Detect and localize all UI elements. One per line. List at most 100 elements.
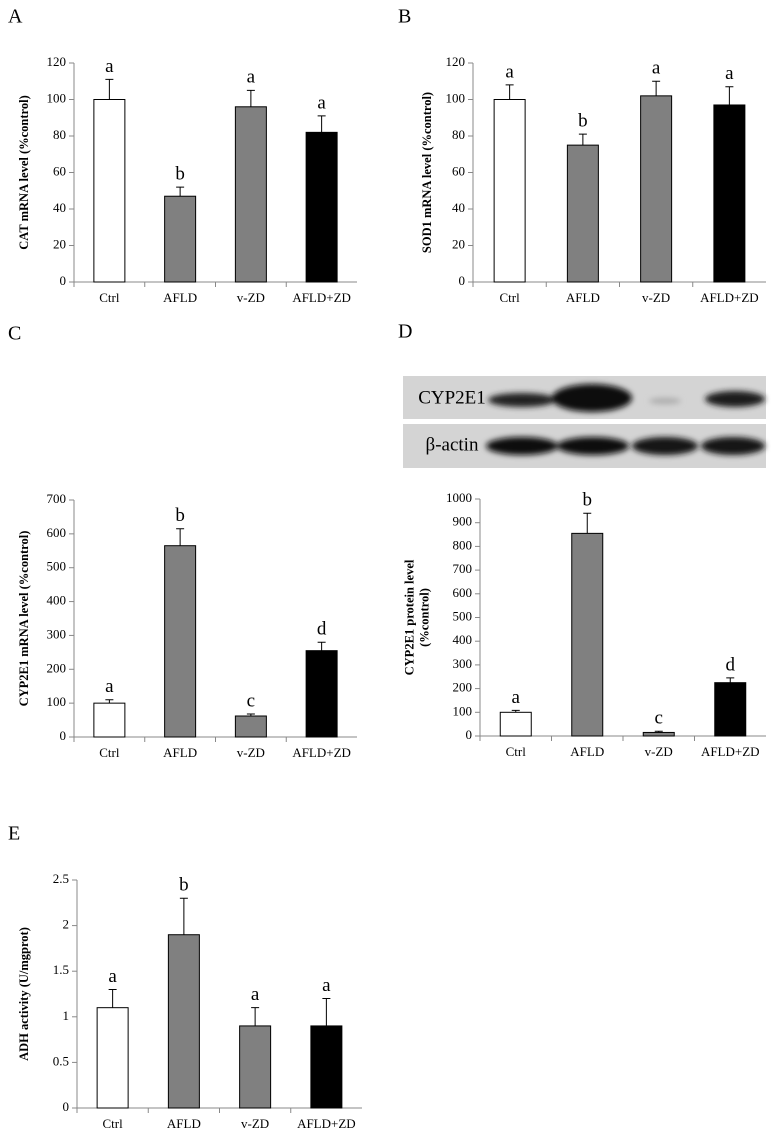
y-tick-label: 200	[47, 660, 67, 675]
blot-label: β-actin	[426, 434, 479, 455]
y-tick-label: 200	[453, 680, 473, 695]
y-tick-label: 800	[453, 537, 473, 552]
significance-letter: a	[247, 67, 256, 88]
bar	[499, 711, 532, 737]
y-tick-label: 100	[47, 90, 67, 105]
y-tick-label: 500	[47, 559, 67, 574]
y-axis-label: ADH activity (U/mgprot)	[17, 927, 31, 1061]
x-tick-label: AFLD	[570, 744, 604, 759]
bar	[310, 1025, 343, 1109]
significance-letter: b	[179, 875, 189, 896]
error-bar	[251, 1007, 260, 1026]
error-bar	[105, 699, 114, 704]
bar	[640, 95, 673, 283]
y-tick-label: 1000	[446, 490, 472, 505]
y-axis-label: SOD1 mRNA level (%control)	[420, 92, 434, 253]
panel-label: D	[398, 321, 412, 343]
x-tick-label: AFLD+ZD	[297, 1116, 356, 1131]
y-axis-label: CYP2E1 mRNA level (%control)	[17, 531, 31, 707]
x-tick-label: Ctrl	[506, 744, 527, 759]
error-bar	[726, 677, 735, 683]
bar	[566, 144, 599, 283]
significance-letter: b	[175, 505, 185, 526]
y-axis-label: CYP2E1 protein level	[402, 559, 416, 675]
bar	[164, 195, 197, 283]
bar	[234, 106, 267, 283]
y-tick-label: 100	[47, 694, 67, 709]
error-bar	[179, 897, 188, 935]
panel-label: A	[8, 6, 23, 28]
x-tick-label: AFLD+ZD	[292, 745, 351, 760]
y-tick-label: 900	[453, 514, 473, 529]
x-tick-label: AFLD+ZD	[700, 290, 759, 305]
panel-label: E	[8, 823, 20, 845]
x-tick-label: Ctrl	[99, 290, 120, 305]
y-tick-label: 500	[453, 608, 473, 623]
x-tick-label: v-ZD	[237, 745, 265, 760]
bar	[714, 682, 747, 737]
bar	[571, 532, 604, 737]
y-tick-label: 600	[453, 585, 473, 600]
x-tick-label: v-ZD	[645, 744, 673, 759]
y-tick-label: 1.5	[53, 962, 69, 977]
x-tick-label: AFLD+ZD	[292, 290, 351, 305]
error-bar	[322, 998, 331, 1026]
bar	[96, 1007, 129, 1109]
error-bar	[176, 528, 185, 546]
x-tick-label: AFLD	[566, 290, 600, 305]
y-tick-label: 700	[47, 491, 67, 506]
western-blot	[403, 376, 766, 468]
error-bar	[105, 78, 114, 100]
y-tick-label: 600	[47, 525, 67, 540]
significance-letter: c	[655, 708, 663, 729]
y-tick-label: 2	[63, 917, 70, 932]
y-axis-label: CAT mRNA level (%control)	[17, 95, 31, 250]
x-tick-label: AFLD	[163, 745, 197, 760]
y-tick-label: 120	[47, 54, 67, 69]
bar	[164, 545, 197, 738]
bar	[239, 1025, 272, 1109]
y-tick-label: 100	[453, 703, 473, 718]
blot-bands	[486, 384, 765, 455]
significance-letter: a	[652, 58, 661, 79]
y-tick-label: 60	[452, 163, 465, 178]
significance-letter: b	[583, 490, 593, 511]
error-bar	[505, 84, 514, 100]
bar	[93, 99, 126, 283]
bar	[167, 934, 200, 1109]
y-tick-label: 0	[466, 727, 473, 742]
x-tick-label: v-ZD	[642, 290, 670, 305]
x-tick-label: AFLD	[163, 290, 197, 305]
y-tick-label: 2.5	[53, 871, 69, 886]
x-tick-label: v-ZD	[237, 290, 265, 305]
bar	[305, 131, 338, 283]
x-tick-label: Ctrl	[500, 290, 521, 305]
x-tick-label: AFLD	[167, 1116, 201, 1131]
significance-letter: a	[105, 676, 114, 697]
y-tick-label: 20	[452, 236, 465, 251]
x-tick-label: AFLD+ZD	[701, 744, 760, 759]
error-bar	[652, 80, 661, 96]
y-tick-label: 700	[453, 561, 473, 576]
significance-letter: a	[505, 61, 514, 82]
y-tick-label: 60	[53, 163, 66, 178]
y-tick-label: 100	[446, 90, 466, 105]
significance-letter: a	[105, 56, 114, 77]
significance-letter: a	[317, 92, 326, 113]
error-bar	[725, 86, 734, 105]
y-tick-label: 0	[63, 1099, 70, 1114]
significance-letter: a	[725, 63, 734, 84]
error-bar	[511, 709, 520, 713]
error-bar	[578, 133, 587, 146]
y-tick-label: 0	[459, 273, 466, 288]
panel-label: B	[398, 6, 411, 28]
y-tick-label: 0	[60, 728, 67, 743]
error-bar	[108, 988, 117, 1008]
error-bar	[317, 115, 326, 133]
significance-letter: b	[175, 163, 185, 184]
x-tick-label: v-ZD	[241, 1116, 269, 1131]
significance-letter: d	[317, 619, 327, 640]
error-bar	[583, 512, 592, 534]
bar	[493, 99, 526, 283]
